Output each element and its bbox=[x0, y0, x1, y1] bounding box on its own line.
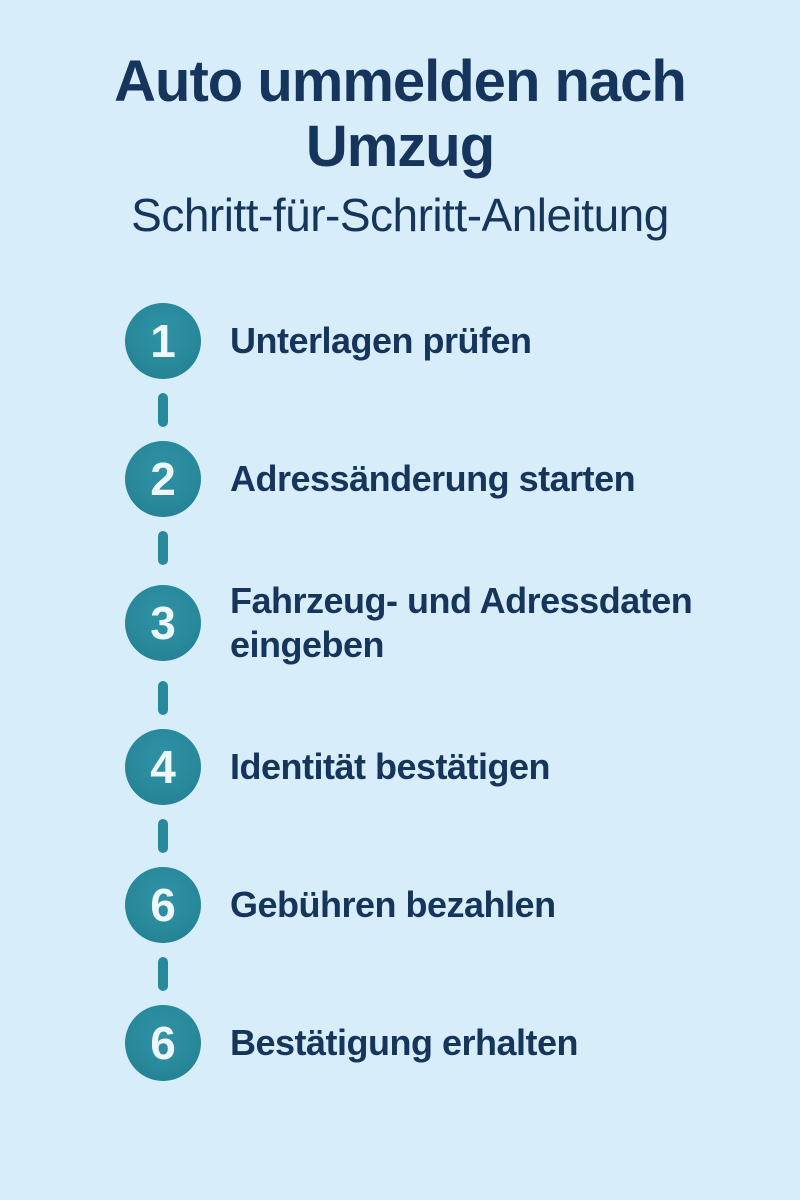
step-label-3: Fahrzeug- und Adressdaten eingeben bbox=[230, 580, 693, 666]
step-circle-4: 4 bbox=[125, 729, 201, 806]
connector-dash-3 bbox=[158, 681, 168, 716]
step-label-1: Unterlagen prüfen bbox=[230, 320, 532, 362]
step-label-4: Identität bestätigen bbox=[230, 746, 551, 788]
step-number-5: 6 bbox=[150, 879, 176, 932]
step-number-2: 2 bbox=[150, 453, 176, 506]
connector-dash-5 bbox=[158, 957, 168, 992]
step-row-5: 6 Gebühren bezahlen bbox=[125, 867, 800, 944]
step-circle-3: 3 bbox=[125, 585, 201, 662]
step-number-6: 6 bbox=[150, 1017, 176, 1070]
connector-dash-2 bbox=[158, 531, 168, 566]
step-label-2: Adressänderung starten bbox=[230, 458, 636, 500]
steps-list: 1 Unterlagen prüfen 2 Adressänderung sta… bbox=[0, 303, 800, 1082]
step-row-2: 2 Adressänderung starten bbox=[125, 441, 800, 518]
step-label-6: Bestätigung erhalten bbox=[230, 1022, 579, 1064]
page-title: Auto ummelden nach Umzug bbox=[114, 49, 687, 179]
step-number-4: 4 bbox=[150, 741, 176, 794]
step-number-1: 1 bbox=[150, 315, 176, 368]
step-label-5: Gebühren bezahlen bbox=[230, 884, 556, 926]
step-circle-5: 6 bbox=[125, 867, 201, 944]
step-row-3: 3 Fahrzeug- und Adressdaten eingeben bbox=[125, 579, 800, 667]
connector-dash-1 bbox=[158, 393, 168, 428]
step-number-3: 3 bbox=[150, 597, 176, 650]
step-row-4: 4 Identität bestätigen bbox=[125, 729, 800, 806]
connector-dash-4 bbox=[158, 819, 168, 854]
step-row-6: 6 Bestätigung erhalten bbox=[125, 1005, 800, 1082]
page-subtitle: Schritt-für-Schritt-Anleitung bbox=[131, 188, 669, 241]
step-circle-1: 1 bbox=[125, 303, 201, 380]
step-row-1: 1 Unterlagen prüfen bbox=[125, 303, 800, 380]
step-circle-6: 6 bbox=[125, 1005, 201, 1082]
header: Auto ummelden nach Umzug Schritt-für-Sch… bbox=[0, 0, 800, 241]
step-circle-2: 2 bbox=[125, 441, 201, 518]
